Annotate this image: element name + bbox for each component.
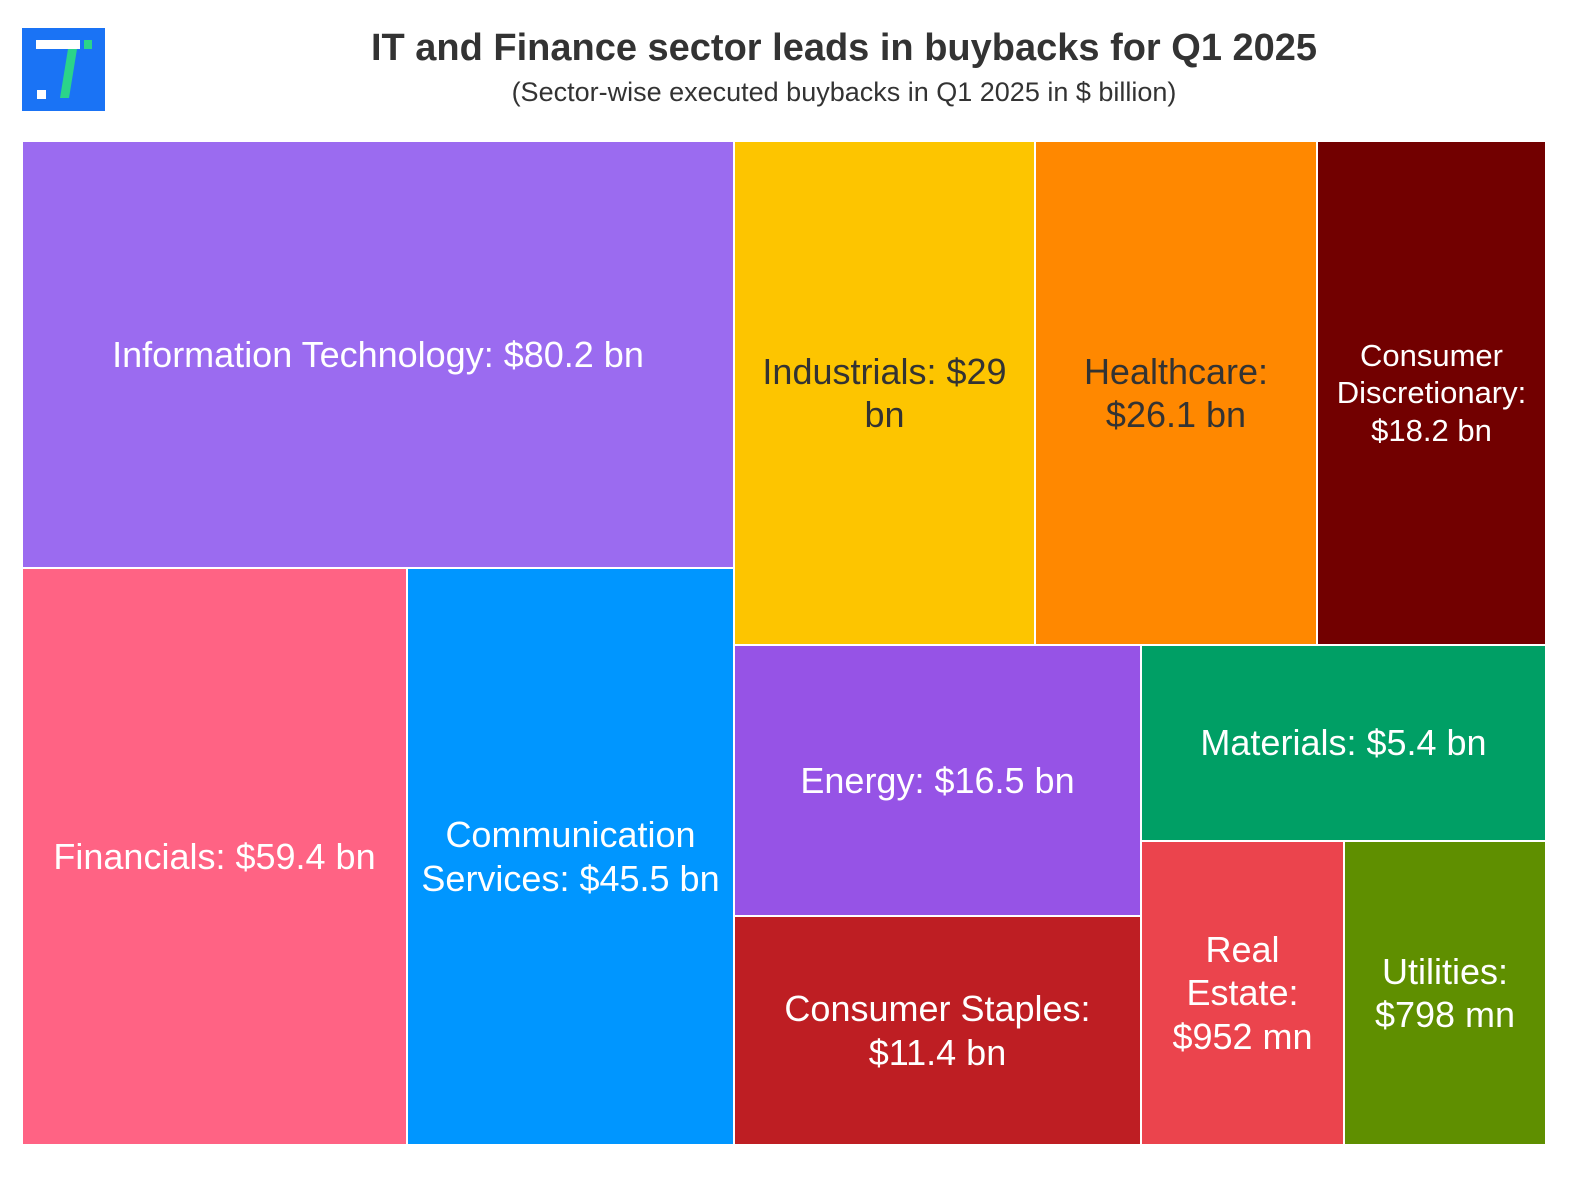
treemap-label-materials: Materials: $5.4 bn: [1200, 722, 1487, 764]
treemap-label-healthcare: Healthcare: $26.1 bn: [1083, 350, 1269, 435]
treemap-tile-industrials: Industrials: $29 bn: [734, 141, 1035, 645]
treemap-label-consumer-discretionary: Consumer Discretionary: $18.2 bn: [1336, 338, 1527, 448]
treemap-label-financials: Financials: $59.4 bn: [53, 835, 376, 877]
treemap-chart: Information Technology: $80.2 bn Financia…: [22, 141, 1546, 1145]
treemap-tile-healthcare: Healthcare: $26.1 bn: [1035, 141, 1317, 645]
brand-logo-glyph: [36, 40, 92, 99]
treemap-tile-real-estate: Real Estate: $952 mn: [1141, 841, 1344, 1145]
treemap-tile-energy: Energy: $16.5 bn: [734, 645, 1141, 916]
treemap-tile-communication-services: Communication Services: $45.5 bn: [407, 568, 734, 1145]
chart-title: IT and Finance sector leads in buybacks …: [370, 27, 1318, 69]
treemap-tile-information-technology: Information Technology: $80.2 bn: [22, 141, 734, 568]
treemap-label-energy: Energy: $16.5 bn: [800, 759, 1075, 801]
chart-subtitle: (Sector-wise executed buybacks in Q1 202…: [511, 77, 1177, 107]
treemap-tile-materials: Materials: $5.4 bn: [1141, 645, 1546, 841]
treemap-label-information-technology: Information Technology: $80.2 bn: [112, 333, 644, 375]
treemap-tile-consumer-staples: Consumer Staples: $11.4 bn: [734, 916, 1141, 1145]
treemap-label-communication-services: Communication Services: $45.5 bn: [421, 814, 720, 899]
treemap-tile-financials: Financials: $59.4 bn: [22, 568, 407, 1145]
treemap-tile-consumer-discretionary: Consumer Discretionary: $18.2 bn: [1317, 141, 1546, 645]
treemap-label-real-estate: Real Estate: $952 mn: [1172, 929, 1313, 1057]
treemap-label-consumer-staples: Consumer Staples: $11.4 bn: [784, 988, 1091, 1073]
brand-logo-icon: [22, 28, 105, 111]
treemap-label-utilities: Utilities: $798 mn: [1374, 950, 1516, 1035]
treemap-label-industrials: Industrials: $29 bn: [762, 350, 1007, 435]
treemap-tile-utilities: Utilities: $798 mn: [1344, 841, 1546, 1145]
